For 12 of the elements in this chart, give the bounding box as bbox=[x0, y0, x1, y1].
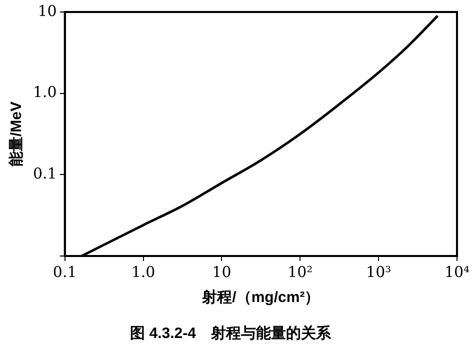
text: 图 4.3.2-4 射程与能量的关系 bbox=[130, 325, 332, 342]
y-axis-title: 能量/MeV bbox=[8, 101, 26, 167]
x-tick-label: 1.0 bbox=[131, 262, 156, 281]
x-tick-label: 10 bbox=[212, 262, 232, 281]
y-tick-label: 1.0 bbox=[32, 83, 57, 102]
x-axis-title: 射程/（mg/cm²） bbox=[201, 289, 320, 306]
y-tick-label: 0.1 bbox=[32, 164, 57, 183]
y-tick-label: 10 bbox=[38, 2, 57, 20]
x-tick-label: 10² bbox=[288, 262, 313, 281]
x-tick-label: 0.1 bbox=[52, 262, 77, 281]
x-tick-label: 10⁴ bbox=[444, 262, 470, 281]
x-tick-label: 10³ bbox=[366, 262, 392, 281]
